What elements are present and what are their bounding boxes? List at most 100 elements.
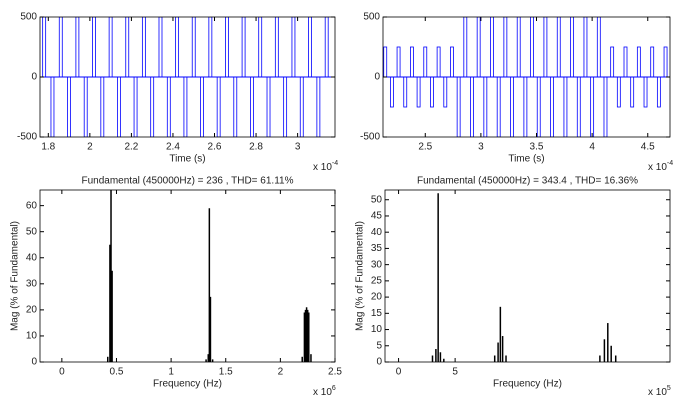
pulse	[258, 17, 263, 78]
exponent-base: x 10	[313, 387, 332, 396]
y-tick-label: 20	[371, 292, 383, 303]
pulse	[75, 17, 80, 78]
exponent-base: x 10	[648, 387, 667, 396]
pulse	[283, 76, 288, 137]
pulse	[443, 76, 448, 108]
pulse	[456, 76, 461, 137]
pulse	[250, 76, 254, 137]
pulse	[496, 76, 501, 137]
pulse	[316, 76, 321, 137]
y-tick-label: 0	[374, 72, 380, 83]
pulse	[630, 76, 635, 108]
pulse	[503, 17, 508, 78]
pulse	[523, 76, 528, 137]
pulse	[396, 46, 401, 78]
pulse	[108, 17, 113, 78]
x-tick-label: 2	[278, 367, 284, 378]
pulse	[463, 17, 468, 78]
pulse	[50, 76, 55, 137]
y-axis-label: Mag (% of Fundamental)	[355, 221, 366, 331]
pulse	[274, 17, 279, 78]
pulse	[324, 17, 329, 78]
pulse	[166, 76, 171, 137]
chart-title: Fundamental (450000Hz) = 236 , THD= 61.1…	[82, 176, 294, 187]
y-tick-label: 40	[26, 252, 38, 263]
pulse	[299, 76, 304, 137]
x-tick-label: 3	[478, 142, 484, 153]
pulse	[663, 46, 668, 78]
y-tick-label: 10	[371, 324, 383, 335]
y-tick-label: 20	[26, 305, 38, 316]
pulse	[42, 17, 47, 78]
y-tick-label: 15	[371, 308, 383, 319]
pulse	[100, 76, 105, 137]
y-tick-label: 45	[371, 211, 383, 222]
y-tick-label: 40	[371, 227, 383, 238]
y-tick-label: 500	[20, 12, 37, 23]
y-tick-label: 25	[371, 276, 383, 287]
y-tick-label: 0	[31, 357, 37, 368]
axes-box	[384, 189, 671, 363]
pulse	[150, 76, 155, 137]
x-tick-label: 2.2	[124, 142, 138, 153]
y-tick-label: -500	[360, 132, 380, 143]
pulse	[450, 46, 454, 78]
series	[40, 17, 335, 137]
pulse	[530, 17, 534, 78]
exponent-power: -4	[332, 160, 338, 167]
pulse	[490, 17, 494, 78]
pulse	[483, 76, 488, 137]
axes-box	[39, 189, 336, 363]
x-exponent: x 10-4	[648, 160, 673, 173]
pulse	[416, 76, 421, 108]
series	[431, 193, 617, 362]
pulse	[92, 17, 96, 78]
x-tick-label: 0.5	[110, 367, 124, 378]
x-tick-label: 3.5	[530, 142, 544, 153]
pulse	[643, 76, 648, 108]
pulse	[183, 76, 188, 137]
x-tick-label: 1	[168, 367, 174, 378]
pulse	[543, 17, 548, 78]
pulse	[83, 76, 88, 137]
pulse	[556, 17, 561, 78]
pulse	[158, 17, 163, 78]
pulse	[67, 76, 71, 137]
x-tick-label: 2.5	[418, 142, 432, 153]
pulse	[476, 17, 481, 78]
x-axis-label: Frequency (Hz)	[153, 379, 222, 390]
pulse	[603, 76, 608, 137]
pulse	[175, 17, 180, 78]
x-tick-label: 5	[452, 367, 458, 378]
pulse	[233, 76, 238, 137]
x-tick-label: 2.6	[208, 142, 222, 153]
x-tick-label: 3	[295, 142, 301, 153]
pulse	[200, 76, 204, 137]
y-tick-label: -500	[17, 132, 37, 143]
exponent-base: x 10	[313, 162, 332, 173]
series	[106, 190, 312, 362]
pulse	[389, 76, 394, 108]
pulse	[656, 76, 661, 108]
x-axis-label: Time (s)	[508, 154, 544, 165]
y-tick-label: 60	[26, 200, 38, 211]
y-tick-label: 30	[26, 278, 38, 289]
pulse	[125, 17, 130, 78]
pulse	[596, 17, 601, 78]
plot-area	[385, 190, 670, 362]
pulse	[117, 76, 121, 137]
x-exponent: x 10-4	[313, 160, 338, 173]
y-tick-label: 50	[26, 226, 38, 237]
pulse	[576, 76, 581, 137]
y-tick-label: 0	[31, 72, 37, 83]
pulse	[516, 17, 521, 78]
pulse	[133, 76, 138, 137]
pulse	[563, 76, 568, 137]
x-tick-label: 2.5	[328, 367, 342, 378]
pulse	[470, 76, 474, 137]
pulse	[403, 76, 408, 108]
pulse	[570, 17, 575, 78]
x-axis-label: Frequency (Hz)	[493, 379, 562, 390]
pulse	[191, 17, 196, 78]
